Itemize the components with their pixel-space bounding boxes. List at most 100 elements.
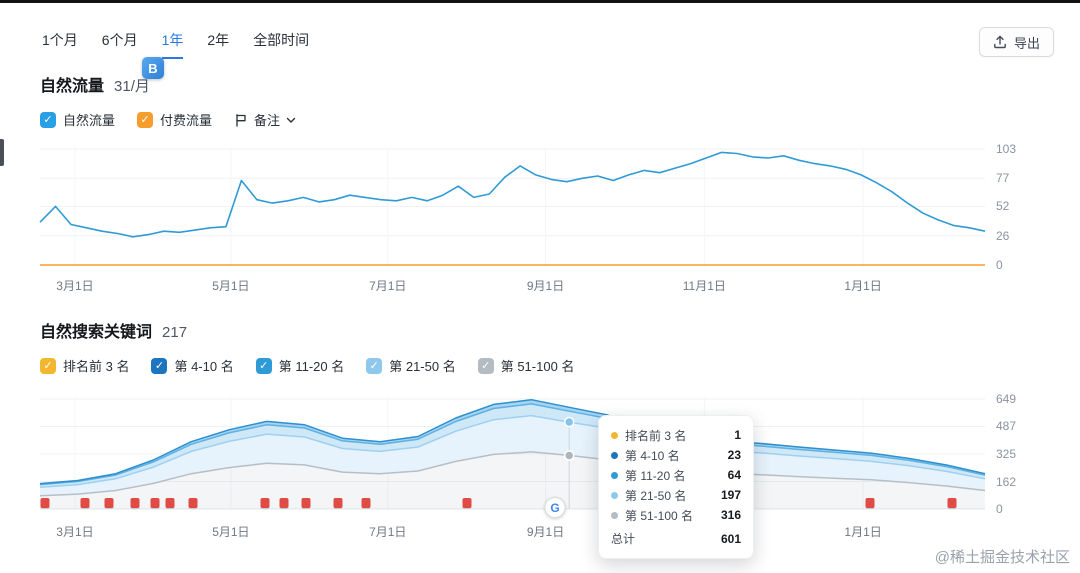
tooltip-label: 排名前 3 名 bbox=[625, 428, 687, 443]
tooltip-value: 1 bbox=[734, 428, 741, 442]
browser-extension-icon[interactable]: B bbox=[142, 57, 164, 79]
keywords-title-text: 自然搜索关键词 bbox=[40, 324, 153, 341]
tooltip-value: 23 bbox=[727, 448, 741, 462]
keywords-chart-svg bbox=[39, 397, 986, 511]
tab-全部时间[interactable]: 全部时间 bbox=[253, 32, 310, 48]
tab-1年[interactable]: 1年 bbox=[161, 30, 184, 59]
event-flag-marker[interactable] bbox=[462, 498, 472, 508]
checkbox-checked-icon: ✓ bbox=[255, 357, 272, 374]
checkbox-checked-icon: ✓ bbox=[366, 357, 383, 374]
tooltip-row: 第 51-100 名 316 bbox=[611, 505, 741, 525]
organic-traffic-title: 自然流量 31/月 bbox=[40, 72, 150, 96]
keywords-legend-第 11-20 名[interactable]: ✓ 第 11-20 名 bbox=[255, 356, 345, 375]
traffic-x-axis: 3月1日 5月1日 7月1日 9月1日 11月1日 1月1日 bbox=[40, 277, 985, 293]
tab-6个月[interactable]: 6个月 bbox=[101, 32, 138, 48]
legend-label: 第 4-10 名 bbox=[174, 359, 234, 374]
legend-label: 第 21-50 名 bbox=[389, 359, 456, 374]
chart-tooltip: 排名前 3 名 1 第 4-10 名 23 第 11-20 名 64 第 21-50 名 19… bbox=[598, 415, 754, 559]
export-button[interactable]: 导出 bbox=[978, 27, 1054, 57]
x-axis-label: 7月1日 bbox=[369, 525, 407, 539]
x-axis-label: 1月1日 bbox=[844, 525, 882, 539]
checkbox-checked-icon: ✓ bbox=[151, 357, 168, 374]
series-dot-icon bbox=[611, 451, 618, 459]
tooltip-total-label: 总计 bbox=[611, 532, 636, 546]
event-flag-marker[interactable] bbox=[361, 498, 371, 508]
event-flag-marker[interactable] bbox=[301, 498, 311, 508]
x-axis-label: 1月1日 bbox=[844, 279, 882, 293]
y-axis-label: 52 bbox=[996, 199, 1010, 214]
event-flag-marker[interactable] bbox=[279, 498, 289, 508]
y-axis-label: 0 bbox=[996, 258, 1003, 272]
extension-letter: B bbox=[148, 60, 158, 76]
legend-label: 第 11-20 名 bbox=[278, 359, 345, 374]
keywords-legend-row: ✓ 排名前 3 名 ✓ 第 4-10 名 ✓ 第 11-20 名 ✓ 第 21-50 名 ✓ 第 … bbox=[40, 356, 574, 375]
x-axis-label: 5月1日 bbox=[212, 279, 250, 293]
keywords-count: 217 bbox=[162, 324, 188, 341]
event-flag-marker[interactable] bbox=[80, 498, 90, 508]
x-axis-label: 9月1日 bbox=[526, 525, 565, 539]
y-axis-label: 325 bbox=[996, 446, 1017, 461]
organic-traffic-title-text: 自然流量 bbox=[40, 78, 105, 95]
event-flag-marker[interactable] bbox=[165, 498, 175, 508]
traffic-chart-svg bbox=[39, 147, 986, 267]
top-border-line bbox=[0, 0, 1080, 3]
tab-1个月[interactable]: 1个月 bbox=[42, 32, 78, 48]
y-axis-label: 649 bbox=[996, 392, 1017, 406]
tooltip-value: 197 bbox=[720, 488, 741, 502]
keywords-y-axis: 0 162 325 487 649 bbox=[996, 392, 1042, 516]
event-flag-marker[interactable] bbox=[260, 498, 270, 508]
event-flag-marker[interactable] bbox=[947, 498, 957, 508]
x-axis-label: 5月1日 bbox=[212, 525, 250, 539]
traffic-legend-自然流量[interactable]: ✓ 自然流量 bbox=[40, 110, 115, 129]
tab-2年[interactable]: 2年 bbox=[207, 32, 230, 48]
notes-toggle[interactable]: 备注 bbox=[234, 110, 296, 129]
tooltip-label: 第 11-20 名 bbox=[625, 468, 686, 483]
notes-label: 备注 bbox=[254, 113, 281, 128]
x-axis-label: 3月1日 bbox=[56, 279, 94, 293]
traffic-chart[interactable] bbox=[39, 147, 986, 267]
checkbox-checked-icon: ✓ bbox=[40, 357, 56, 374]
series-dot-icon bbox=[611, 471, 618, 479]
checkbox-checked-icon: ✓ bbox=[40, 111, 56, 128]
event-flag-marker[interactable] bbox=[333, 498, 343, 508]
checkbox-checked-icon: ✓ bbox=[477, 357, 494, 374]
keywords-legend-第 21-50 名[interactable]: ✓ 第 21-50 名 bbox=[366, 356, 456, 375]
event-flag-marker[interactable] bbox=[150, 498, 160, 508]
organic-traffic-value: 31/月 bbox=[114, 78, 150, 95]
event-flag-marker[interactable] bbox=[130, 498, 139, 508]
legend-label: 第 51-100 名 bbox=[500, 359, 575, 374]
tooltip-row: 第 4-10 名 23 bbox=[611, 445, 741, 465]
series-dot-icon bbox=[611, 511, 618, 519]
tooltip-row: 第 21-50 名 197 bbox=[611, 485, 741, 505]
export-label: 导出 bbox=[1013, 35, 1040, 51]
tooltip-label: 第 51-100 名 bbox=[625, 508, 694, 523]
y-axis-label: 487 bbox=[996, 419, 1017, 434]
y-axis-label: 77 bbox=[996, 171, 1010, 186]
keywords-legend-排名前 3 名[interactable]: ✓ 排名前 3 名 bbox=[40, 356, 129, 375]
event-flag-marker[interactable] bbox=[104, 498, 114, 508]
keywords-chart[interactable]: G bbox=[39, 397, 986, 518]
flag-icon bbox=[236, 113, 246, 127]
keywords-legend-第 4-10 名[interactable]: ✓ 第 4-10 名 bbox=[151, 356, 234, 375]
watermark: @稀土掘金技术社区 bbox=[934, 549, 1070, 566]
y-axis-label: 103 bbox=[996, 142, 1017, 156]
left-edge-fragment bbox=[0, 139, 4, 166]
y-axis-label: 0 bbox=[996, 502, 1003, 516]
tooltip-value: 316 bbox=[720, 508, 741, 522]
event-flag-marker[interactable] bbox=[865, 498, 875, 508]
checkbox-checked-icon: ✓ bbox=[137, 111, 154, 128]
legend-label: 排名前 3 名 bbox=[63, 359, 130, 374]
event-flag-marker[interactable] bbox=[188, 498, 198, 508]
series-dot-icon bbox=[611, 491, 618, 499]
tooltip-label: 第 4-10 名 bbox=[625, 448, 680, 463]
legend-label: 付费流量 bbox=[160, 113, 213, 128]
x-axis-label: 7月1日 bbox=[369, 279, 407, 293]
google-update-icon[interactable]: G bbox=[544, 497, 566, 518]
time-range-tabs: 1个月 6个月 1年 2年 全部时间 bbox=[42, 30, 309, 59]
traffic-y-axis: 0 26 52 77 103 bbox=[996, 142, 1042, 272]
tooltip-value: 64 bbox=[727, 468, 741, 482]
event-flag-marker[interactable] bbox=[40, 498, 50, 508]
traffic-legend-付费流量[interactable]: ✓ 付费流量 bbox=[137, 110, 212, 129]
keywords-legend-第 51-100 名[interactable]: ✓ 第 51-100 名 bbox=[477, 356, 575, 375]
